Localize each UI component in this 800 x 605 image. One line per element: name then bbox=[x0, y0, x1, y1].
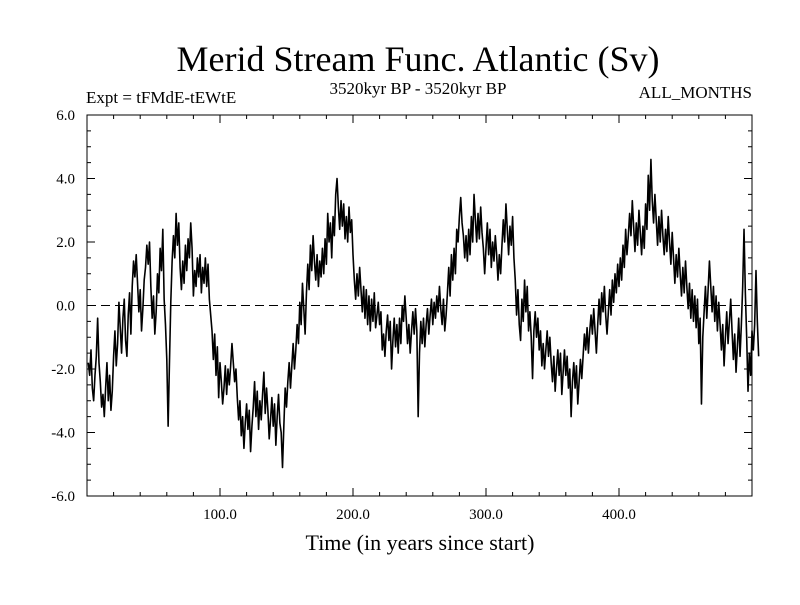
x-axis-label: Time (in years since start) bbox=[306, 530, 535, 555]
axes: 100.0 200.0 300.0 400.0 -6.0 -4.0 -2.0 0.0 2.0 4.… bbox=[51, 108, 753, 523]
y-tick-label: -6.0 bbox=[51, 489, 75, 505]
experiment-label: Expt = tFMdE-tEWtE bbox=[86, 88, 236, 107]
y-tick-label: 6.0 bbox=[56, 108, 75, 124]
time-period-label: 3520kyr BP - 3520kyr BP bbox=[330, 79, 507, 98]
x-tick-label: 100.0 bbox=[203, 507, 237, 523]
months-label: ALL_MONTHS bbox=[639, 83, 752, 102]
x-tick-label: 200.0 bbox=[336, 507, 370, 523]
x-tick-label: 400.0 bbox=[602, 507, 636, 523]
chart-title: Merid Stream Func. Atlantic (Sv) bbox=[177, 39, 660, 79]
y-tick-label: -2.0 bbox=[51, 362, 75, 378]
series-line bbox=[87, 158, 760, 469]
y-tick-label: 2.0 bbox=[56, 235, 75, 251]
y-tick-label: -4.0 bbox=[51, 426, 75, 442]
x-tick-label: 300.0 bbox=[469, 507, 503, 523]
y-tick-label: 0.0 bbox=[56, 299, 75, 315]
series-group bbox=[87, 158, 760, 469]
y-tick-label: 4.0 bbox=[56, 172, 75, 188]
